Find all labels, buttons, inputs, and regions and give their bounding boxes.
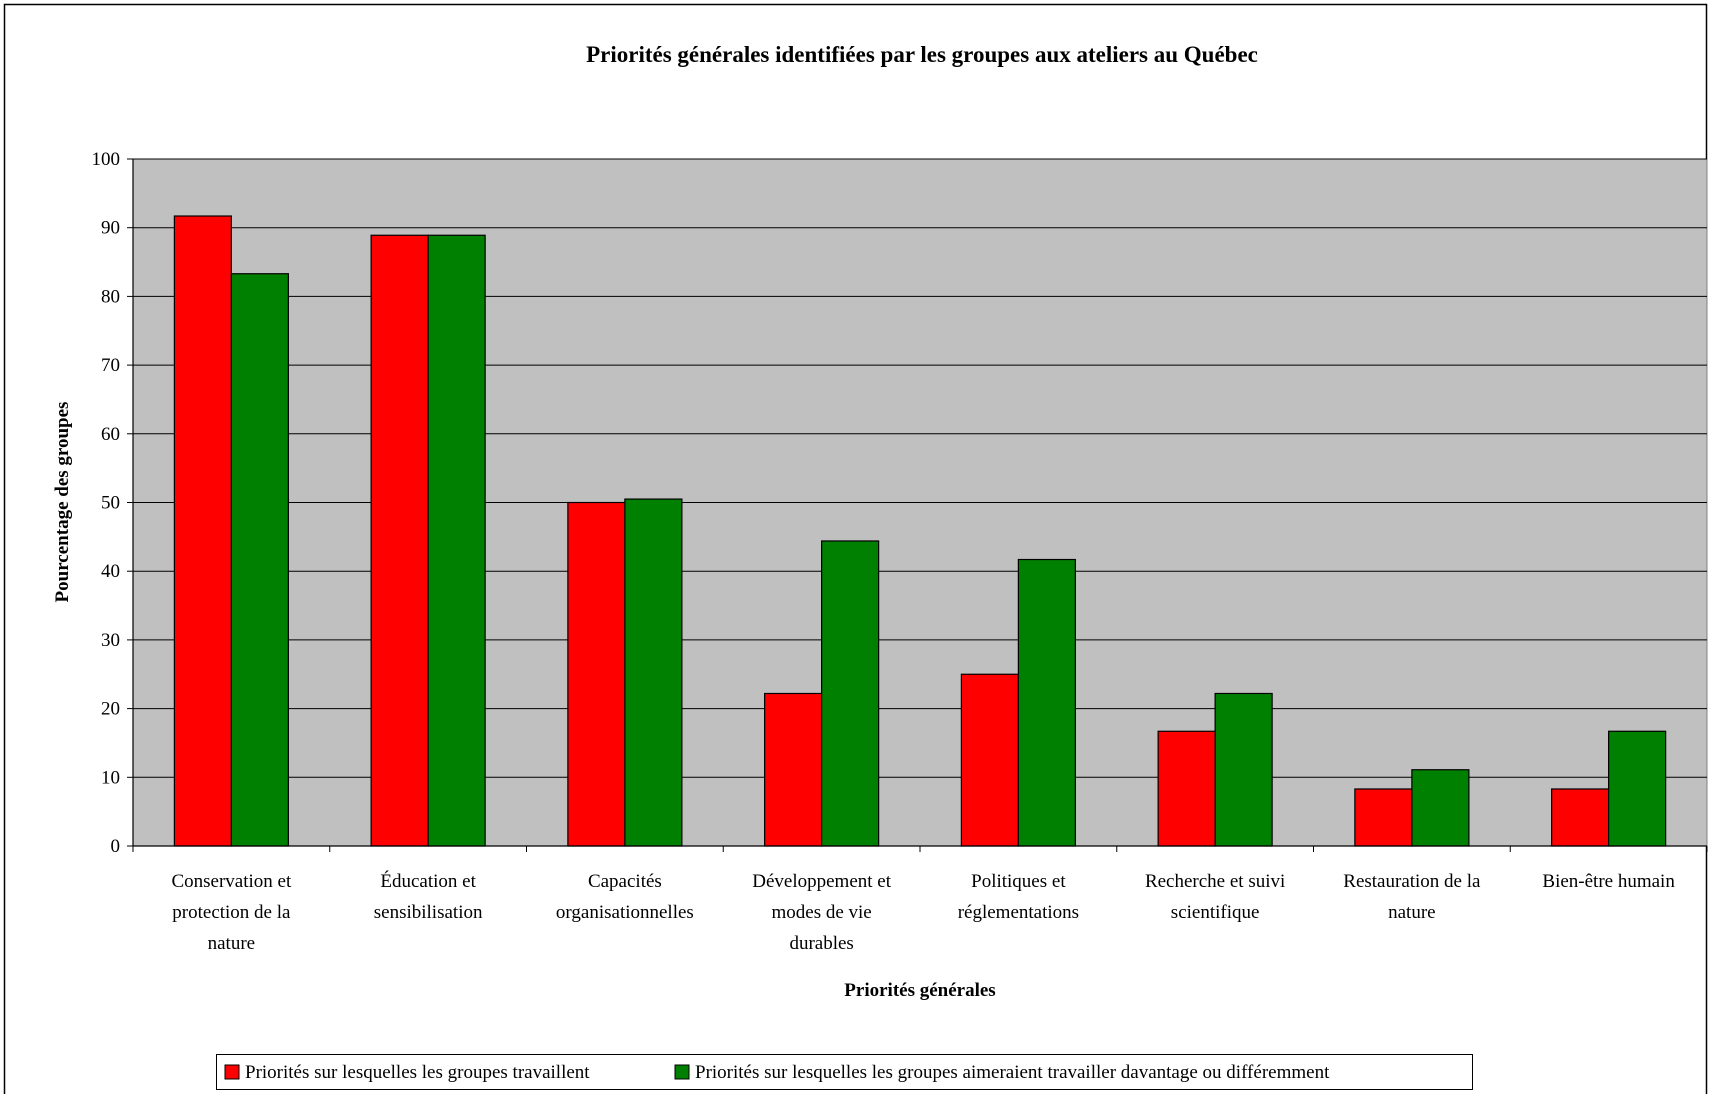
- x-tick-label-line: nature: [208, 933, 255, 954]
- x-tick-label-line: Bien-être humain: [1542, 871, 1675, 892]
- bar-series-1-category-1: [173, 215, 232, 847]
- x-tick-label-2: Éducation et sensibilisation: [374, 870, 483, 923]
- bar-series-1-category-3: [567, 501, 626, 847]
- legend-swatch-series-1: [224, 1064, 240, 1080]
- y-tick-label: 50: [101, 493, 120, 514]
- y-tick-label: 100: [92, 149, 121, 170]
- x-tick-label-line: Capacités: [588, 871, 662, 892]
- x-tick-label-line: modes de vie: [771, 902, 871, 923]
- x-tick-label-line: scientifique: [1171, 902, 1260, 923]
- bar-series-2-category-7: [1411, 769, 1470, 847]
- legend-label-series-1: Priorités sur lesquelles les groupes tra…: [245, 1062, 590, 1083]
- y-tick-label: 90: [101, 218, 120, 239]
- bar-series-1-category-2: [370, 234, 429, 847]
- bar-series-2-category-4: [821, 540, 880, 847]
- y-tick-label: 60: [101, 424, 120, 445]
- chart-title: Priorités générales identifiées par les …: [586, 42, 1258, 67]
- x-tick-label-4: Développement et modes de vie durables: [752, 871, 891, 954]
- axes: [132, 159, 1708, 852]
- y-tick-label: 40: [101, 561, 120, 582]
- bar-series-1-category-7: [1354, 788, 1413, 847]
- x-axis-tick-labels: Conservation et protection de la nature Édu…: [171, 870, 1675, 954]
- bar-series-1-category-4: [764, 692, 823, 847]
- x-tick-label-line: Politiques et: [971, 871, 1066, 892]
- x-tick-label-line: sensibilisation: [374, 902, 483, 923]
- y-tick-label: 70: [101, 355, 120, 376]
- y-axis-ticks: 0 10 20 30 40 50 60 70 80 90 100: [92, 149, 133, 857]
- x-tick-label-line: protection de la: [172, 902, 291, 923]
- x-axis-label: Priorités générales: [844, 980, 995, 1001]
- x-tick-label-7: Restauration de la nature: [1343, 871, 1481, 923]
- x-tick-label-line: Recherche et suivi: [1145, 871, 1285, 892]
- x-tick-label-line: organisationnelles: [556, 902, 694, 923]
- x-tick-label-1: Conservation et protection de la nature: [171, 871, 292, 954]
- bar-series-1-category-5: [960, 673, 1019, 847]
- x-tick-label-line: nature: [1388, 902, 1435, 923]
- y-tick-label: 30: [101, 630, 120, 651]
- bar-series-2-category-6: [1214, 692, 1273, 847]
- bar-series-2-category-8: [1608, 730, 1667, 847]
- legend-swatch-series-2: [674, 1064, 690, 1080]
- bars: [173, 215, 1667, 847]
- y-tick-label: 20: [101, 699, 120, 720]
- x-tick-label-8: Bien-être humain: [1542, 871, 1675, 892]
- x-tick-label-6: Recherche et suivi scientifique: [1145, 871, 1285, 923]
- legend-box: [216, 1054, 1473, 1090]
- y-tick-label: 0: [111, 836, 121, 857]
- x-tick-label-line: durables: [789, 933, 853, 954]
- legend-label-series-2: Priorités sur lesquelles les groupes aim…: [695, 1062, 1330, 1083]
- bar-series-2-category-5: [1017, 558, 1076, 847]
- y-axis-label: Pourcentage des groupes: [52, 402, 73, 603]
- y-tick-label: 10: [101, 767, 120, 788]
- x-tick-label-line: Conservation et: [171, 871, 292, 892]
- x-tick-label-line: Développement et: [752, 871, 891, 892]
- bar-series-2-category-2: [427, 234, 486, 847]
- x-tick-label-line: Éducation et: [380, 870, 476, 892]
- bar-series-1-category-6: [1157, 730, 1216, 847]
- bar-series-2-category-3: [624, 498, 683, 847]
- x-tick-label-5: Politiques et réglementations: [958, 871, 1079, 923]
- bar-series-1-category-8: [1551, 788, 1610, 847]
- x-tick-label-line: Restauration de la: [1343, 871, 1481, 892]
- bar-series-2-category-1: [230, 273, 289, 847]
- y-tick-label: 80: [101, 286, 120, 307]
- legend: Priorités sur lesquelles les groupes tra…: [216, 1054, 1473, 1090]
- x-tick-label-3: Capacités organisationnelles: [556, 871, 694, 923]
- x-tick-label-line: réglementations: [958, 902, 1079, 923]
